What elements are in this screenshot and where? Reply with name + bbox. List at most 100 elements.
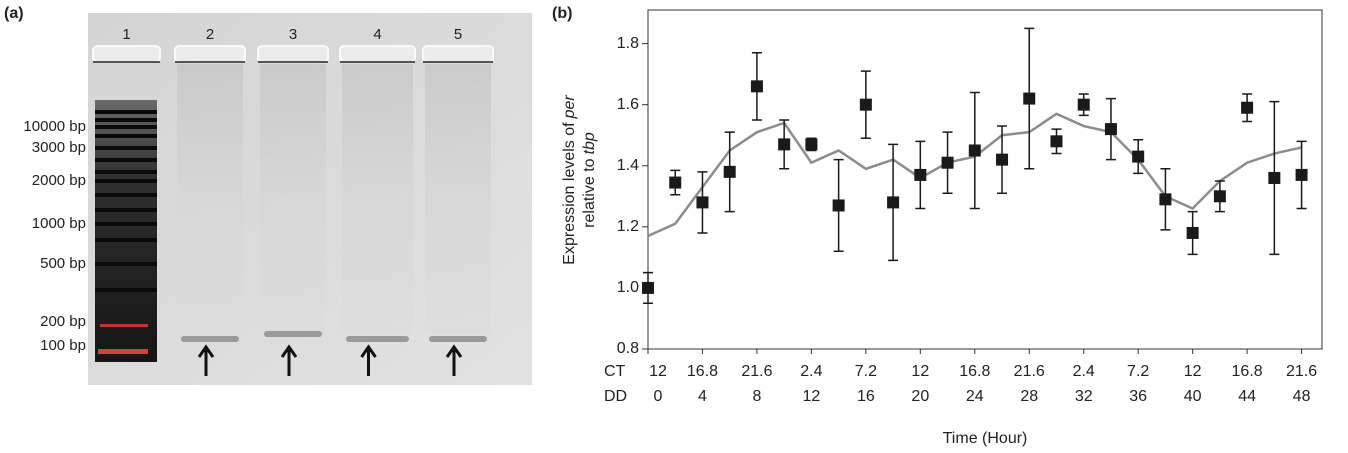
x-tick-label: 24 bbox=[966, 388, 984, 405]
data-point bbox=[1132, 150, 1145, 163]
data-point bbox=[1077, 98, 1090, 111]
ladder-label: 3000 bp bbox=[32, 139, 86, 156]
plot-frame bbox=[647, 9, 1323, 350]
data-point bbox=[914, 168, 927, 181]
y-tick-label: 1.0 bbox=[617, 279, 639, 296]
y-tick-label: 0.8 bbox=[617, 340, 639, 357]
data-point bbox=[696, 196, 709, 209]
chart-panel: (b) 0.8 1.0 1.2 1.4 1.6 1.8 CT DD 0 12 4 16.8 8 21.6 1… bbox=[552, 5, 1323, 447]
y-axis-title: Expression levels of per relative to tbp bbox=[561, 95, 598, 265]
y-tick-label: 1.6 bbox=[617, 96, 639, 113]
ct-tick-label: 12 bbox=[649, 363, 667, 380]
data-point bbox=[1050, 135, 1063, 148]
x-row-label: DD bbox=[604, 388, 627, 405]
x-tick-label: 16 bbox=[857, 388, 875, 405]
ladder-label: 100 bp bbox=[40, 337, 86, 354]
data-point bbox=[1241, 101, 1254, 114]
ct-tick-label: 16.8 bbox=[687, 363, 718, 380]
x-tick-label: 48 bbox=[1293, 388, 1311, 405]
smear bbox=[177, 64, 243, 334]
y-axis-title-italic: per bbox=[561, 95, 578, 120]
y-tick-label: 1.8 bbox=[617, 35, 639, 52]
y-tick-label: 1.2 bbox=[617, 218, 639, 235]
ladder-band bbox=[95, 238, 157, 242]
y-axis-title-part: relative to bbox=[581, 158, 598, 227]
well bbox=[422, 45, 494, 63]
y-tick-label: 1.4 bbox=[617, 157, 639, 174]
ladder-band bbox=[95, 134, 157, 138]
data-point bbox=[859, 98, 872, 111]
ladder-band bbox=[95, 110, 157, 114]
x-tick-label: 4 bbox=[698, 388, 707, 405]
x-tick-label: 40 bbox=[1184, 388, 1202, 405]
y-axis-title-part: Expression levels of bbox=[561, 122, 578, 265]
data-point bbox=[1186, 226, 1199, 239]
x-tick-label: 8 bbox=[752, 388, 761, 405]
ct-tick-label: 16.8 bbox=[1232, 363, 1263, 380]
ladder-label: 500 bp bbox=[40, 255, 86, 272]
data-point bbox=[941, 156, 954, 169]
data-point bbox=[1159, 193, 1172, 206]
ct-tick-label: 12 bbox=[911, 363, 929, 380]
ladder-band bbox=[95, 262, 157, 266]
x-tick-label: 32 bbox=[1075, 388, 1093, 405]
ladder-band bbox=[95, 146, 157, 150]
data-point bbox=[1295, 168, 1308, 181]
smear bbox=[260, 64, 326, 334]
ladder-lane bbox=[95, 100, 157, 362]
ct-tick-label: 16.8 bbox=[959, 363, 990, 380]
lane-label: 4 bbox=[373, 26, 381, 43]
ct-tick-label: 7.2 bbox=[855, 363, 877, 380]
ct-tick-label: 12 bbox=[1184, 363, 1202, 380]
smear bbox=[342, 64, 413, 334]
lane-label: 1 bbox=[122, 26, 130, 43]
data-point bbox=[778, 138, 791, 151]
ct-tick-label: 21.6 bbox=[1286, 363, 1317, 380]
data-point bbox=[723, 165, 736, 178]
x-tick-label: 44 bbox=[1238, 388, 1256, 405]
panel-label: (a) bbox=[4, 5, 24, 22]
well bbox=[174, 45, 246, 63]
x-row-label: CT bbox=[604, 363, 626, 380]
ladder-band bbox=[95, 208, 157, 212]
band bbox=[181, 336, 239, 342]
data-point bbox=[1213, 190, 1226, 203]
ladder-label: 2000 bp bbox=[32, 172, 86, 189]
ct-tick-label: 2.4 bbox=[1073, 363, 1095, 380]
x-axis-title: Time (Hour) bbox=[943, 430, 1028, 447]
y-axis-title-italic: tbp bbox=[581, 132, 598, 154]
ladder-band bbox=[95, 125, 157, 129]
lane-label: 5 bbox=[454, 26, 462, 43]
x-tick-label: 36 bbox=[1129, 388, 1147, 405]
x-tick-label: 28 bbox=[1020, 388, 1038, 405]
ladder-band bbox=[95, 170, 157, 174]
ladder-band bbox=[100, 324, 148, 327]
lane-label: 3 bbox=[289, 26, 297, 43]
ladder-band bbox=[95, 158, 157, 162]
gel-panel: (a) 1 2 3 4 5 10000 bp 3000 bp 2000 bp 1000 bp 50… bbox=[4, 5, 532, 385]
ladder-label: 200 bp bbox=[40, 313, 86, 330]
data-point bbox=[642, 281, 654, 294]
ladder-band bbox=[95, 193, 157, 197]
well bbox=[257, 45, 329, 63]
data-point bbox=[750, 80, 763, 93]
smear bbox=[425, 64, 491, 334]
arrow-head bbox=[360, 344, 377, 358]
arrow-head bbox=[197, 344, 215, 358]
arrow-head bbox=[280, 344, 298, 358]
ct-tick-label: 21.6 bbox=[1014, 363, 1045, 380]
panel-label: (b) bbox=[552, 5, 572, 22]
ct-tick-label: 2.4 bbox=[800, 363, 822, 380]
well bbox=[339, 45, 416, 63]
data-point bbox=[832, 199, 845, 212]
band bbox=[429, 336, 487, 342]
ladder-label: 10000 bp bbox=[23, 118, 86, 135]
x-tick-label: 12 bbox=[802, 388, 820, 405]
ladder-band bbox=[95, 179, 157, 183]
data-point bbox=[1104, 123, 1117, 136]
data-point bbox=[1023, 92, 1036, 105]
ladder-band bbox=[95, 222, 157, 226]
band bbox=[346, 336, 409, 342]
data-point bbox=[996, 153, 1009, 166]
